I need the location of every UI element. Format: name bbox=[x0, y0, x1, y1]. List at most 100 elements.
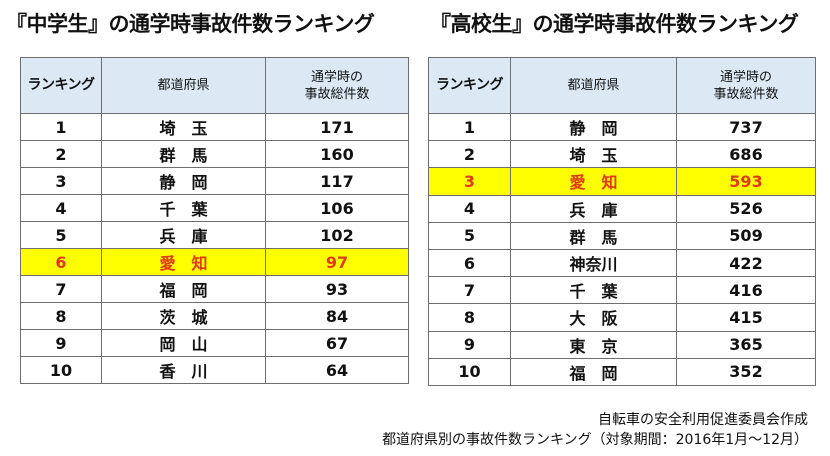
rank-cell: 8 bbox=[428, 303, 511, 332]
rank-header: ランキング bbox=[428, 57, 511, 114]
prefecture-cell: 神奈川 bbox=[510, 248, 677, 278]
prefecture-cell: 東 京 bbox=[510, 330, 677, 359]
count-cell: 737 bbox=[676, 112, 816, 142]
prefecture-cell: 埼 玉 bbox=[510, 140, 677, 169]
rank-cell: 6 bbox=[428, 248, 511, 278]
count-cell: 416 bbox=[676, 276, 816, 305]
prefecture-cell: 静 岡 bbox=[510, 112, 677, 142]
footer-description: 都道府県別の事故件数ランキング（対象期間：2016年1月～12月） bbox=[382, 432, 808, 448]
prefecture-cell: 兵 庫 bbox=[510, 194, 677, 223]
count-cell: 593 bbox=[676, 167, 816, 196]
rank-cell: 4 bbox=[20, 194, 102, 222]
count-cell: 67 bbox=[265, 329, 409, 357]
count-header-line1: 通学時の bbox=[719, 69, 772, 85]
count-cell: 106 bbox=[265, 194, 409, 222]
count-cell: 64 bbox=[265, 356, 409, 384]
header-row: ランキング 都道府県 通学時の 事故総件数 bbox=[428, 57, 816, 114]
rank-header: ランキング bbox=[20, 57, 102, 114]
high-school-title: 『高校生』の通学時事故件数ランキング bbox=[430, 12, 799, 36]
prefecture-cell: 愛 知 bbox=[101, 248, 266, 276]
prefecture-cell: 大 阪 bbox=[510, 303, 677, 332]
prefecture-cell: 群 馬 bbox=[510, 221, 677, 250]
count-cell: 365 bbox=[676, 330, 816, 359]
rank-cell: 5 bbox=[428, 221, 511, 250]
count-header-line2: 事故総件数 bbox=[713, 86, 779, 102]
table-row: 10 福 岡 352 bbox=[428, 357, 816, 386]
count-cell: 509 bbox=[676, 221, 816, 250]
count-cell: 352 bbox=[676, 357, 816, 386]
count-cell: 97 bbox=[265, 248, 409, 276]
prefecture-cell: 茨 城 bbox=[101, 302, 266, 330]
rank-cell: 4 bbox=[428, 194, 511, 223]
rank-cell: 1 bbox=[20, 113, 102, 141]
table-row: 6 神奈川 422 bbox=[428, 248, 816, 278]
count-cell: 686 bbox=[676, 140, 816, 169]
junior-high-title: 『中学生』の通学時事故件数ランキング bbox=[6, 12, 375, 36]
prefecture-cell: 埼 玉 bbox=[101, 113, 266, 141]
rank-cell: 9 bbox=[20, 329, 102, 357]
rank-cell: 10 bbox=[428, 357, 511, 386]
count-cell: 171 bbox=[265, 113, 409, 141]
count-cell: 84 bbox=[265, 302, 409, 330]
count-cell: 526 bbox=[676, 194, 816, 223]
prefecture-header: 都道府県 bbox=[101, 57, 266, 114]
prefecture-cell: 千 葉 bbox=[101, 194, 266, 222]
count-cell: 93 bbox=[265, 275, 409, 303]
count-header-line2: 事故総件数 bbox=[304, 86, 370, 102]
prefecture-header: 都道府県 bbox=[510, 57, 677, 114]
prefecture-cell: 福 岡 bbox=[510, 357, 677, 386]
count-cell: 160 bbox=[265, 140, 409, 168]
rank-cell: 1 bbox=[428, 112, 511, 142]
count-header: 通学時の 事故総件数 bbox=[265, 57, 409, 114]
rank-cell: 7 bbox=[20, 275, 102, 303]
rank-cell: 8 bbox=[20, 302, 102, 330]
count-header: 通学時の 事故総件数 bbox=[676, 57, 816, 114]
prefecture-cell: 群 馬 bbox=[101, 140, 266, 168]
count-cell: 422 bbox=[676, 248, 816, 278]
count-cell: 415 bbox=[676, 303, 816, 332]
prefecture-cell: 静 岡 bbox=[101, 167, 266, 195]
rank-cell: 6 bbox=[20, 248, 102, 276]
count-cell: 117 bbox=[265, 167, 409, 195]
rank-cell: 5 bbox=[20, 221, 102, 249]
rank-cell: 3 bbox=[428, 167, 511, 196]
count-cell: 102 bbox=[265, 221, 409, 249]
rank-cell: 2 bbox=[20, 140, 102, 168]
rank-cell: 7 bbox=[428, 276, 511, 305]
prefecture-cell: 福 岡 bbox=[101, 275, 266, 303]
rank-cell: 3 bbox=[20, 167, 102, 195]
prefecture-cell: 香 川 bbox=[101, 356, 266, 384]
rank-cell: 10 bbox=[20, 356, 102, 384]
table-row: 10 香 川 64 bbox=[20, 356, 409, 384]
prefecture-cell: 兵 庫 bbox=[101, 221, 266, 249]
footer-credit: 自転車の安全利用促進委員会作成 bbox=[598, 412, 808, 428]
prefecture-cell: 岡 山 bbox=[101, 329, 266, 357]
prefecture-cell: 千 葉 bbox=[510, 276, 677, 305]
rank-cell: 9 bbox=[428, 330, 511, 359]
prefecture-cell: 愛 知 bbox=[510, 167, 677, 196]
header-row: ランキング 都道府県 通学時の 事故総件数 bbox=[20, 57, 409, 114]
rank-cell: 2 bbox=[428, 140, 511, 169]
count-header-line1: 通学時の bbox=[310, 69, 363, 85]
